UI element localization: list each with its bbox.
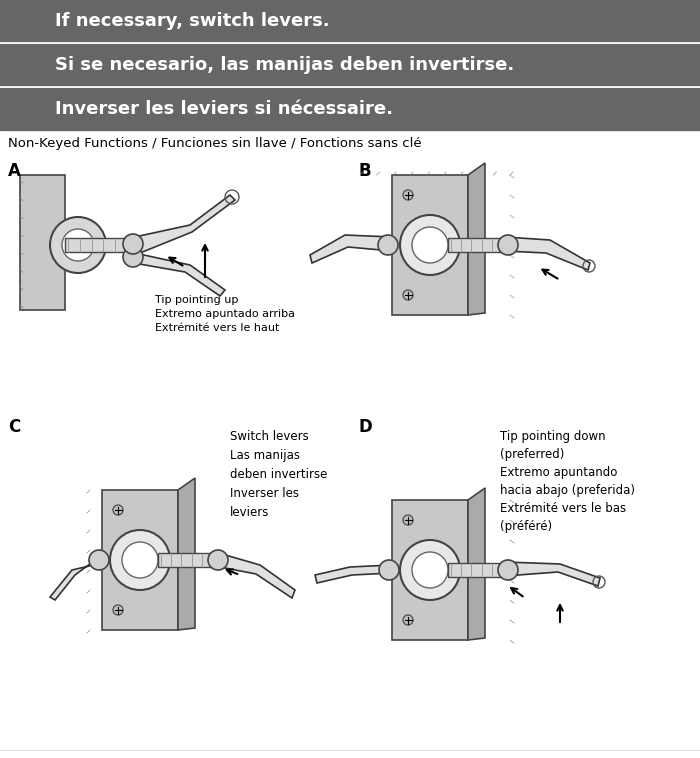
Polygon shape	[468, 488, 485, 640]
Circle shape	[50, 217, 106, 273]
Circle shape	[400, 540, 460, 600]
Circle shape	[403, 515, 413, 525]
Bar	[392, 175, 468, 315]
Circle shape	[113, 505, 123, 515]
Text: Tip pointing down
(preferred)
Extremo apuntando
hacia abajo (preferida)
Extrémit: Tip pointing down (preferred) Extremo ap…	[500, 430, 635, 533]
Polygon shape	[505, 562, 600, 586]
Circle shape	[378, 235, 398, 255]
Circle shape	[412, 227, 448, 263]
Text: D: D	[358, 418, 372, 436]
Text: Tip pointing up
Extremo apuntado arriba
Extrémité vers le haut: Tip pointing up Extremo apuntado arriba …	[155, 295, 295, 333]
Circle shape	[122, 542, 158, 578]
Polygon shape	[310, 235, 392, 263]
Bar	[0, 88, 700, 130]
Bar	[448, 238, 505, 252]
Circle shape	[403, 190, 413, 200]
Circle shape	[498, 235, 518, 255]
Text: Si se necesario, las manijas deben invertirse.: Si se necesario, las manijas deben inver…	[55, 56, 514, 74]
Text: C: C	[8, 418, 20, 436]
Bar	[158, 553, 215, 567]
Text: Non-Keyed Functions / Funciones sin llave / Fonctions sans clé: Non-Keyed Functions / Funciones sin llav…	[8, 136, 421, 149]
Circle shape	[208, 550, 228, 570]
Text: B: B	[358, 162, 370, 180]
Circle shape	[123, 234, 143, 254]
Circle shape	[89, 550, 109, 570]
Circle shape	[498, 560, 518, 580]
Polygon shape	[128, 252, 225, 296]
Text: If necessary, switch levers.: If necessary, switch levers.	[55, 12, 330, 30]
Polygon shape	[130, 195, 235, 255]
Bar	[0, 44, 700, 86]
Bar	[0, 0, 700, 42]
Polygon shape	[315, 565, 392, 583]
Circle shape	[403, 615, 413, 625]
Bar	[102, 490, 178, 630]
Text: A: A	[8, 162, 21, 180]
Polygon shape	[468, 163, 485, 315]
Text: Inverser les leviers si nécessaire.: Inverser les leviers si nécessaire.	[55, 100, 393, 118]
Bar	[448, 563, 505, 577]
Bar	[65, 238, 130, 252]
Polygon shape	[20, 175, 65, 310]
Circle shape	[400, 215, 460, 275]
Polygon shape	[505, 237, 590, 270]
Polygon shape	[215, 552, 295, 598]
Polygon shape	[178, 478, 195, 630]
Circle shape	[123, 247, 143, 267]
Circle shape	[62, 229, 94, 261]
Circle shape	[403, 290, 413, 300]
Polygon shape	[50, 555, 102, 600]
Circle shape	[113, 605, 123, 615]
Circle shape	[379, 560, 399, 580]
Circle shape	[412, 552, 448, 588]
Circle shape	[110, 530, 170, 590]
Text: Switch levers
Las manijas
deben invertirse
Inverser les
leviers: Switch levers Las manijas deben invertir…	[230, 430, 328, 519]
Bar	[392, 500, 468, 640]
